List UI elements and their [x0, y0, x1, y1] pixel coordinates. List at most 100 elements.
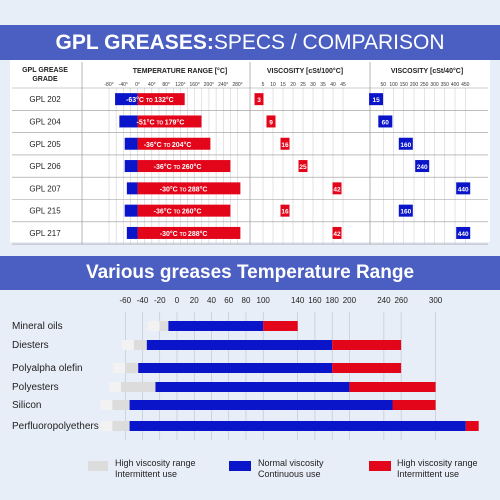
visc40-value: 60 — [382, 119, 390, 126]
temp-bar-hot — [137, 226, 241, 239]
legend-blue-swatch — [229, 461, 251, 471]
visc40-tick-label: 350 — [441, 82, 450, 88]
range-tick-label: -20 — [154, 296, 166, 305]
range-tick-label: 20 — [190, 296, 199, 305]
bar-normal-viscosity — [168, 321, 264, 331]
visc100-tick-label: 30 — [310, 82, 316, 88]
visc100-value: 42 — [333, 186, 341, 193]
temp-bar-hot — [137, 182, 241, 195]
temp-min-label: -36°C — [144, 141, 164, 149]
bar-high-viscosity-hot — [332, 340, 402, 350]
range-tick-label: 80 — [242, 296, 251, 305]
temp-range-label: -51°C TO 179°C — [137, 118, 185, 126]
temp-to-label: TO — [174, 165, 182, 171]
grade-header-line1: GPL GREASE — [22, 67, 68, 74]
temp-header: TEMPERATURE RANGE [°C] — [133, 67, 227, 75]
temp-tick-label: 200° — [204, 82, 214, 88]
grease-type-label: Mineral oils — [12, 321, 63, 332]
temp-bar-hot — [137, 93, 185, 106]
bar-grey-fade — [147, 321, 160, 331]
bar-normal-viscosity — [146, 340, 333, 350]
bar-grey-fade — [113, 363, 126, 373]
range-tick-label: 160 — [308, 296, 322, 305]
temp-to-label: TO — [174, 210, 182, 216]
range-tick-label: 140 — [291, 296, 305, 305]
bar-high-viscosity-cold — [120, 382, 156, 392]
temp-min-label: -30°C — [160, 230, 180, 238]
temp-max-label: 132°C — [154, 96, 174, 104]
visc40-value: 440 — [458, 231, 469, 238]
bar-normal-viscosity — [129, 421, 466, 431]
temp-bar-cold — [126, 182, 138, 195]
legend-grey-swatch — [88, 461, 108, 471]
temp-tick-label: 80° — [162, 82, 170, 88]
visc100-tick-label: 5 — [262, 82, 265, 88]
grease-type-label: Perfluoropolyethers — [12, 421, 99, 432]
visc40-marker — [398, 204, 413, 217]
bar-high-viscosity-cold — [125, 363, 139, 373]
temp-range-label: -30°C TO 288°C — [160, 185, 208, 193]
grade-label: GPL 215 — [29, 207, 61, 216]
visc40-tick-label: 200 — [410, 82, 419, 88]
visc40-tick-label: 100 — [389, 82, 398, 88]
visc100-value: 9 — [269, 119, 273, 126]
visc100-tick-label: 35 — [320, 82, 326, 88]
temp-max-label: 288°C — [188, 185, 208, 193]
temp-bar-hot — [137, 115, 202, 128]
bar-high-viscosity-cold — [159, 321, 169, 331]
bar-high-viscosity-hot — [332, 363, 402, 373]
legend-red-line2: Intermittent use — [397, 469, 460, 479]
visc100-marker — [332, 226, 342, 239]
visc100-marker — [332, 182, 342, 195]
grease-type-label: Polyalpha olefin — [12, 363, 83, 374]
visc40-value: 240 — [417, 164, 428, 171]
temp-tick-label: -80° — [104, 82, 113, 88]
grade-label: GPL 207 — [29, 184, 61, 193]
temp-min-label: -36°C — [154, 208, 174, 216]
temp-bar-hot — [137, 137, 211, 150]
visc100-value: 25 — [299, 164, 307, 171]
visc100-tick-label: 20 — [290, 82, 296, 88]
visc40-value: 440 — [458, 186, 469, 193]
grease-type-label: Silicon — [12, 400, 41, 411]
bar-high-viscosity-hot — [392, 400, 436, 410]
grade-label: GPL 217 — [29, 229, 61, 238]
legend-blue-line2: Continuous use — [258, 469, 321, 479]
visc100-value: 3 — [257, 97, 261, 104]
range-tick-label: 260 — [394, 296, 408, 305]
bar-normal-viscosity — [138, 363, 333, 373]
temp-to-label: TO — [180, 187, 188, 193]
temp-min-label: -51°C — [137, 118, 157, 126]
range-tick-label: -60 — [119, 296, 131, 305]
temp-range-label: -36°C TO 204°C — [144, 141, 192, 149]
temp-bar-cold — [126, 226, 138, 239]
visc40-marker — [398, 137, 413, 150]
temp-bar-cold — [124, 137, 138, 150]
top-title-bold: GPL GREASES: — [55, 31, 214, 54]
bar-grey-fade — [121, 340, 134, 350]
visc40-tick-label: 400 — [451, 82, 460, 88]
temp-tick-label: 160° — [190, 82, 200, 88]
grade-label: GPL 206 — [29, 162, 61, 171]
temp-max-label: 179°C — [165, 118, 185, 126]
grade-label: GPL 205 — [29, 140, 61, 149]
temp-bar-hot — [137, 204, 231, 217]
temp-min-label: -30°C — [160, 185, 180, 193]
bar-high-viscosity-hot — [349, 382, 436, 392]
temp-bar-cold — [124, 204, 138, 217]
visc40-marker — [456, 226, 471, 239]
legend-blue-text: Normal viscosity Continuous use — [258, 458, 324, 480]
legend-blue-line1: Normal viscosity — [258, 458, 324, 468]
temp-to-label: TO — [164, 143, 172, 149]
visc40-tick-label: 300 — [430, 82, 439, 88]
range-tick-label: 100 — [257, 296, 271, 305]
visc40-marker — [369, 93, 384, 106]
bar-grey-fade — [100, 400, 113, 410]
bar-normal-viscosity — [129, 400, 393, 410]
visc40-tick-label: 450 — [461, 82, 470, 88]
visc100-tick-label: 25 — [300, 82, 306, 88]
range-tick-label: 300 — [429, 296, 443, 305]
bar-high-viscosity-cold — [112, 400, 130, 410]
visc40-tick-label: 250 — [420, 82, 429, 88]
grease-type-label: Polyesters — [12, 382, 59, 393]
